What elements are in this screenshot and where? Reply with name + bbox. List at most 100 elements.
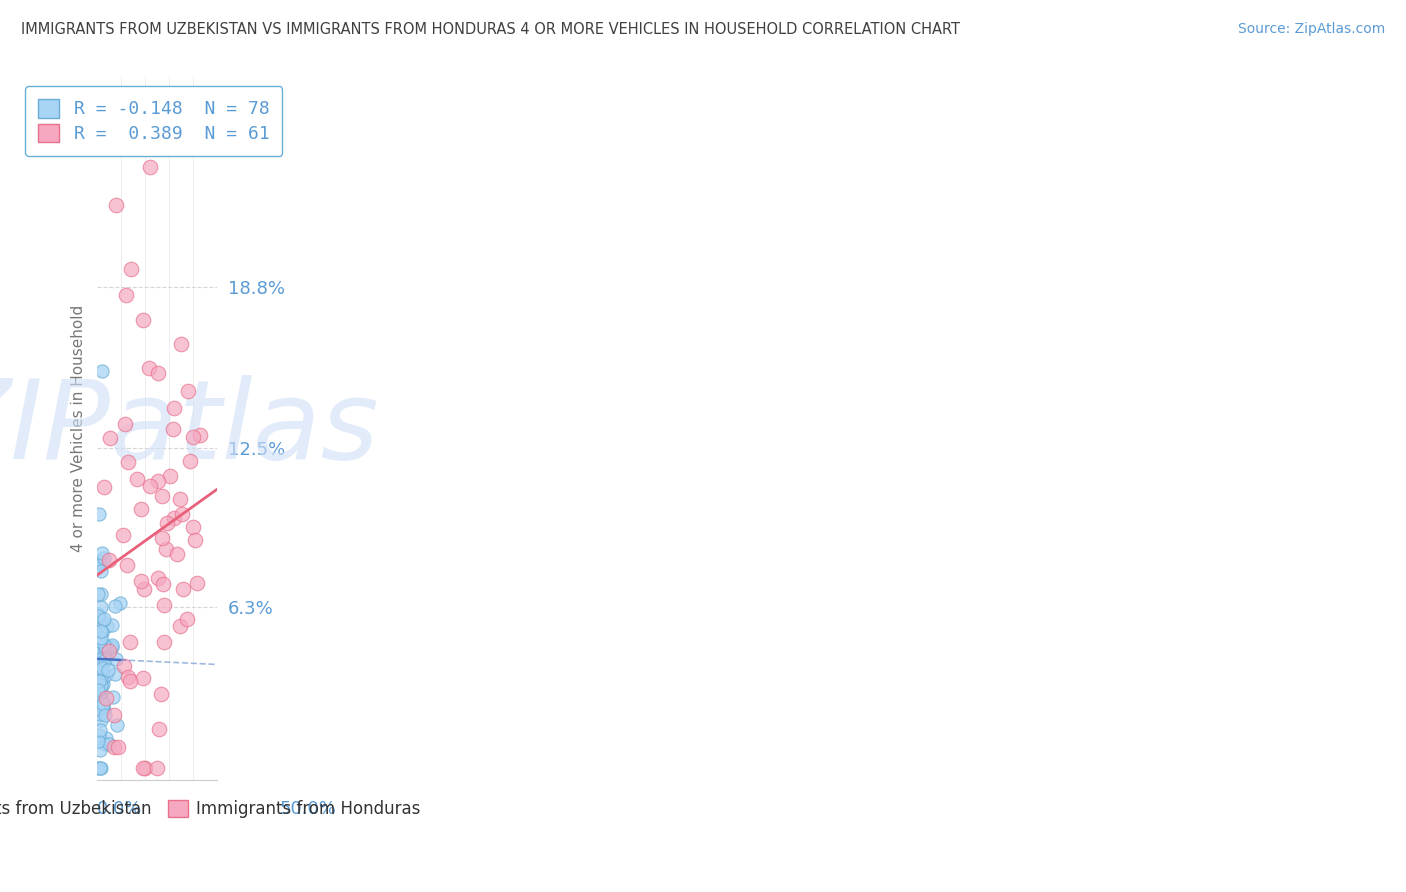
Point — [89, 681, 111, 696]
Point — [90, 661, 112, 675]
Point — [117, 670, 139, 684]
Point — [89, 634, 111, 648]
Point — [132, 671, 155, 685]
Point — [155, 541, 177, 556]
Point — [87, 733, 110, 747]
Point — [97, 663, 120, 677]
Point — [172, 582, 194, 597]
Point — [90, 545, 112, 559]
Point — [94, 737, 117, 751]
Point — [139, 160, 162, 174]
Point — [108, 596, 131, 610]
Point — [150, 489, 173, 503]
Text: 50.0%: 50.0% — [280, 800, 336, 818]
Point — [107, 740, 129, 755]
Point — [97, 644, 120, 658]
Point — [156, 516, 179, 531]
Point — [152, 577, 174, 591]
Y-axis label: 4 or more Vehicles in Household: 4 or more Vehicles in Household — [72, 305, 86, 552]
Point — [93, 612, 115, 626]
Point — [93, 653, 115, 667]
Point — [104, 599, 127, 614]
Point — [87, 508, 110, 522]
Point — [103, 690, 125, 704]
Point — [97, 737, 120, 751]
Point — [93, 551, 115, 566]
Point — [89, 687, 111, 701]
Point — [100, 639, 122, 653]
Point — [170, 507, 193, 521]
Point — [90, 678, 112, 692]
Point — [87, 728, 110, 742]
Point — [86, 685, 108, 699]
Point — [139, 479, 162, 493]
Point — [170, 337, 193, 351]
Point — [127, 472, 149, 486]
Point — [90, 658, 112, 673]
Point — [90, 564, 112, 578]
Text: ZIPatlas: ZIPatlas — [0, 376, 380, 483]
Point — [120, 262, 142, 277]
Point — [94, 668, 117, 682]
Point — [148, 722, 170, 736]
Point — [87, 760, 110, 774]
Point — [98, 432, 121, 446]
Point — [153, 598, 176, 612]
Point — [150, 531, 173, 545]
Point — [112, 527, 135, 541]
Point — [176, 612, 198, 626]
Point — [96, 731, 118, 745]
Point — [179, 454, 201, 468]
Point — [117, 455, 139, 469]
Point — [91, 697, 114, 711]
Point — [114, 417, 136, 432]
Point — [103, 739, 125, 754]
Point — [87, 624, 110, 639]
Point — [98, 553, 121, 567]
Text: IMMIGRANTS FROM UZBEKISTAN VS IMMIGRANTS FROM HONDURAS 4 OR MORE VEHICLES IN HOU: IMMIGRANTS FROM UZBEKISTAN VS IMMIGRANTS… — [21, 22, 960, 37]
Point — [184, 533, 207, 548]
Point — [148, 571, 170, 585]
Point — [87, 608, 110, 623]
Point — [90, 624, 112, 638]
Point — [86, 701, 108, 715]
Point — [87, 558, 110, 572]
Point — [90, 669, 112, 683]
Point — [104, 651, 127, 665]
Point — [89, 743, 111, 757]
Point — [89, 760, 111, 774]
Point — [162, 401, 184, 416]
Point — [105, 198, 128, 212]
Point — [105, 718, 128, 732]
Point — [89, 610, 111, 624]
Point — [90, 587, 112, 601]
Point — [87, 673, 110, 688]
Point — [94, 640, 117, 654]
Point — [104, 666, 127, 681]
Point — [89, 642, 111, 657]
Point — [89, 707, 111, 722]
Point — [96, 619, 118, 633]
Point — [94, 690, 117, 705]
Point — [132, 760, 155, 774]
Point — [100, 640, 122, 654]
Point — [166, 547, 188, 561]
Point — [87, 682, 110, 697]
Point — [181, 520, 204, 534]
Point — [90, 631, 112, 645]
Point — [94, 707, 117, 722]
Point — [90, 673, 112, 687]
Point — [94, 643, 117, 657]
Point — [87, 554, 110, 568]
Point — [138, 360, 160, 375]
Point — [93, 699, 115, 714]
Point — [89, 723, 111, 738]
Point — [132, 313, 155, 327]
Point — [90, 681, 112, 695]
Point — [115, 287, 138, 301]
Point — [134, 760, 156, 774]
Point — [90, 760, 112, 774]
Point — [118, 635, 141, 649]
Point — [159, 469, 181, 483]
Point — [91, 626, 114, 640]
